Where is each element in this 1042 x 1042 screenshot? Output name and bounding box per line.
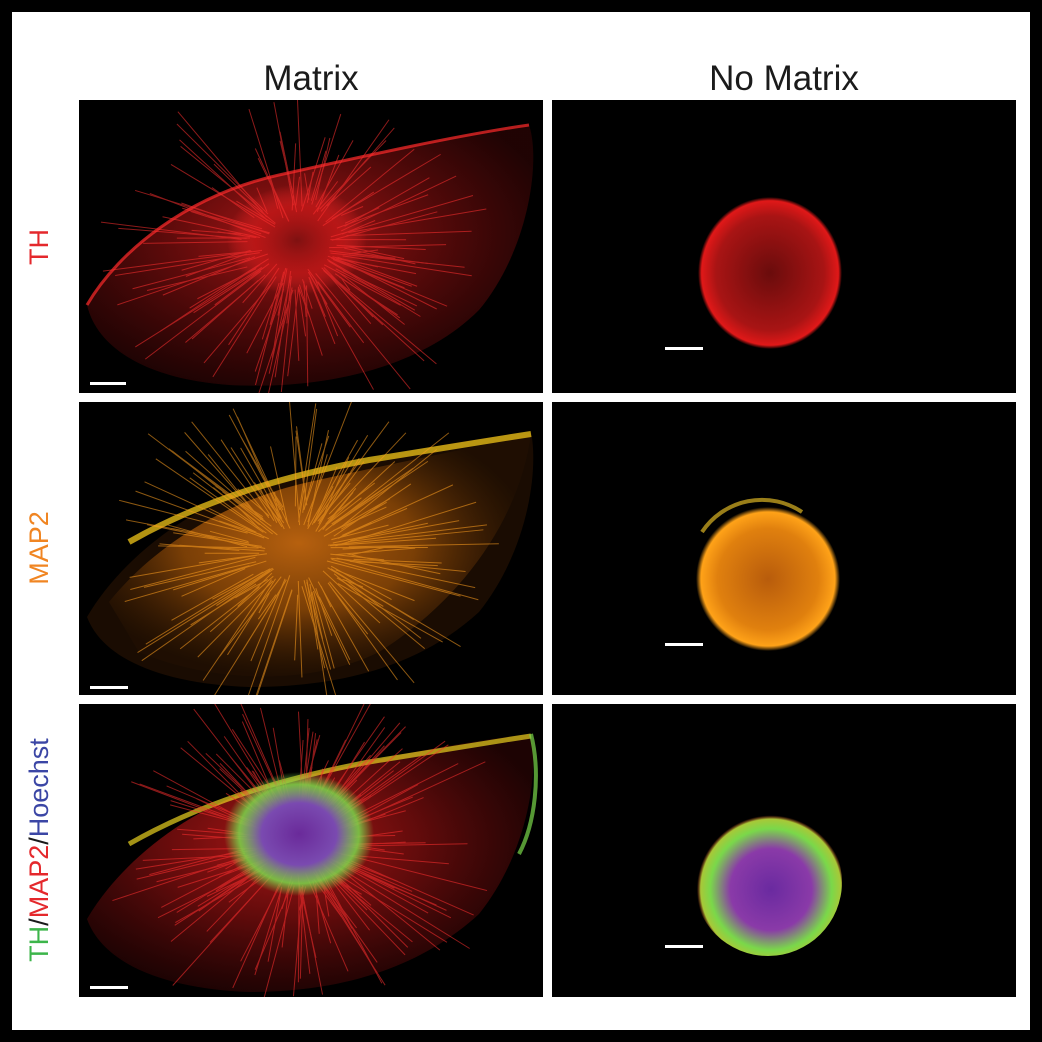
micrograph-map2-matrix-image <box>87 402 534 695</box>
micrograph-th-matrix-image <box>85 100 534 393</box>
micrograph-th-no-matrix <box>552 100 1016 393</box>
row-label-part: / <box>24 918 54 926</box>
scale-bar <box>665 347 703 350</box>
micrograph-map2-no-matrix <box>552 402 1016 695</box>
row-label-map2: MAP2 <box>22 488 56 608</box>
row-label-part: Hoechst <box>24 738 54 838</box>
scale-bar <box>90 382 126 385</box>
row-label-merge: TH/MAP2/Hoechst <box>22 690 56 1010</box>
row-label-part: / <box>24 837 54 845</box>
micrograph-merge-matrix <box>79 704 543 997</box>
micrograph-merge-no-matrix <box>552 704 1016 997</box>
micrograph-map2-matrix <box>79 402 543 695</box>
row-label-th: TH <box>22 187 56 307</box>
row-label-part: TH <box>24 925 54 962</box>
micrograph-map2-no-matrix-image <box>696 497 840 651</box>
scale-bar <box>665 945 703 948</box>
micrograph-merge-no-matrix-image <box>694 808 842 956</box>
micrograph-merge-matrix-image <box>87 704 538 997</box>
scale-bar <box>665 643 703 646</box>
column-title-no-matrix: No Matrix <box>709 59 859 98</box>
micrograph-th-matrix <box>79 100 543 393</box>
scale-bar <box>90 986 128 989</box>
scale-bar <box>90 686 128 689</box>
row-label-part: MAP2 <box>24 844 54 919</box>
micrograph-th-no-matrix-image <box>698 197 842 349</box>
row-label-part: MAP2 <box>24 511 54 585</box>
column-title-matrix: Matrix <box>263 59 359 98</box>
row-label-part: TH <box>24 229 54 265</box>
